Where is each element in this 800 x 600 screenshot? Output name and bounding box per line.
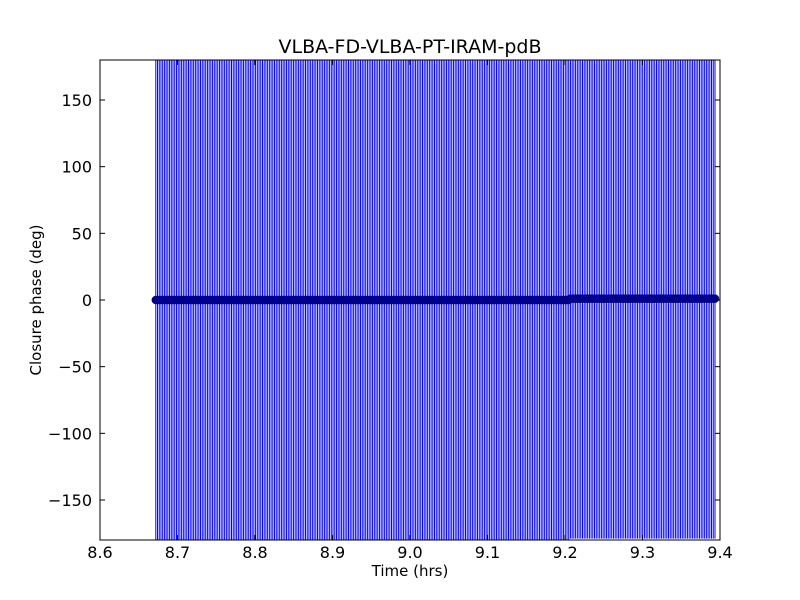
chart-title: VLBA-FD-VLBA-PT-IRAM-pdB — [278, 36, 541, 58]
y-tick-label: −100 — [48, 424, 92, 443]
x-tick-label: 9.0 — [397, 543, 422, 562]
y-tick-label: 50 — [72, 224, 92, 243]
data-point — [710, 294, 720, 303]
x-tick-label: 8.7 — [165, 543, 190, 562]
x-tick-label: 9.3 — [630, 543, 655, 562]
x-tick-label: 9.2 — [552, 543, 577, 562]
x-axis: 8.6 8.7 8.8 8.9 9.0 9.1 9.2 9.3 9.4 — [87, 60, 733, 562]
y-tick-label: 150 — [61, 91, 92, 110]
x-axis-title: Time (hrs) — [371, 562, 449, 580]
x-tick-label: 8.8 — [242, 543, 267, 562]
x-tick-label: 8.6 — [87, 543, 112, 562]
y-tick-label: −50 — [58, 358, 92, 377]
y-tick-label: −150 — [48, 491, 92, 510]
x-tick-label: 8.9 — [320, 543, 345, 562]
y-tick-label: 0 — [82, 291, 92, 310]
x-tick-label: 9.4 — [707, 543, 732, 562]
x-tick-label: 9.1 — [475, 543, 500, 562]
y-axis: 150 100 50 0 −50 −100 −150 — [48, 91, 720, 510]
data-layer — [151, 60, 720, 540]
y-tick-label: 100 — [61, 158, 92, 177]
y-axis-title: Closure phase (deg) — [27, 225, 45, 376]
